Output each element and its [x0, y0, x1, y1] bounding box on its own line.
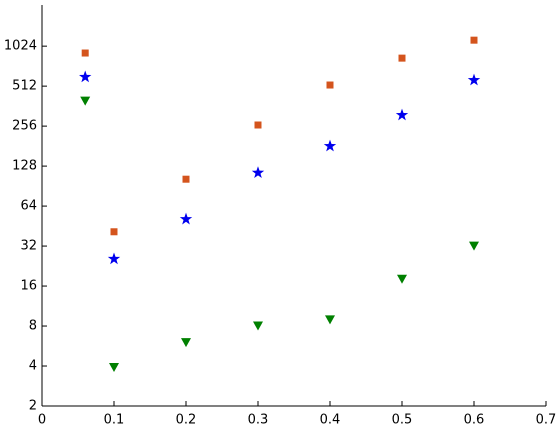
x-tick-label: 0.1: [104, 413, 125, 428]
point: [397, 274, 407, 284]
point: [182, 175, 190, 183]
point: [398, 54, 406, 62]
x-tick-label: 0.3: [248, 413, 269, 428]
x-tick-label: 0.4: [320, 413, 341, 428]
point: [110, 228, 118, 236]
y-tick-label: 8: [29, 319, 37, 334]
point: [254, 121, 262, 129]
y-tick-label: 256: [12, 119, 37, 134]
point: [107, 252, 121, 265]
point: [179, 212, 193, 225]
point: [395, 108, 409, 121]
point: [81, 49, 89, 57]
point: [323, 139, 337, 152]
point: [469, 241, 479, 251]
x-tick-label: 0.6: [464, 413, 485, 428]
x-tick-label: 0.7: [536, 413, 557, 428]
point: [80, 96, 91, 106]
point: [253, 321, 263, 331]
point: [79, 70, 92, 83]
y-tick-label: 16: [20, 279, 37, 294]
point: [181, 338, 191, 348]
point: [326, 81, 334, 89]
point: [109, 362, 119, 372]
y-tick-label: 128: [12, 159, 37, 174]
point: [251, 166, 265, 179]
x-tick-label: 0.5: [392, 413, 413, 428]
y-tick-label: 4: [29, 359, 37, 374]
y-tick-label: 1024: [4, 39, 37, 54]
y-tick-label: 2: [29, 399, 37, 414]
point: [467, 73, 481, 86]
y-tick-label: 64: [20, 199, 37, 214]
point: [470, 36, 478, 44]
y-tick-label: 512: [12, 79, 37, 94]
point: [325, 315, 335, 325]
y-tick-label: 32: [20, 239, 37, 254]
x-tick-label: 0: [38, 413, 46, 428]
x-tick-label: 0.2: [176, 413, 197, 428]
